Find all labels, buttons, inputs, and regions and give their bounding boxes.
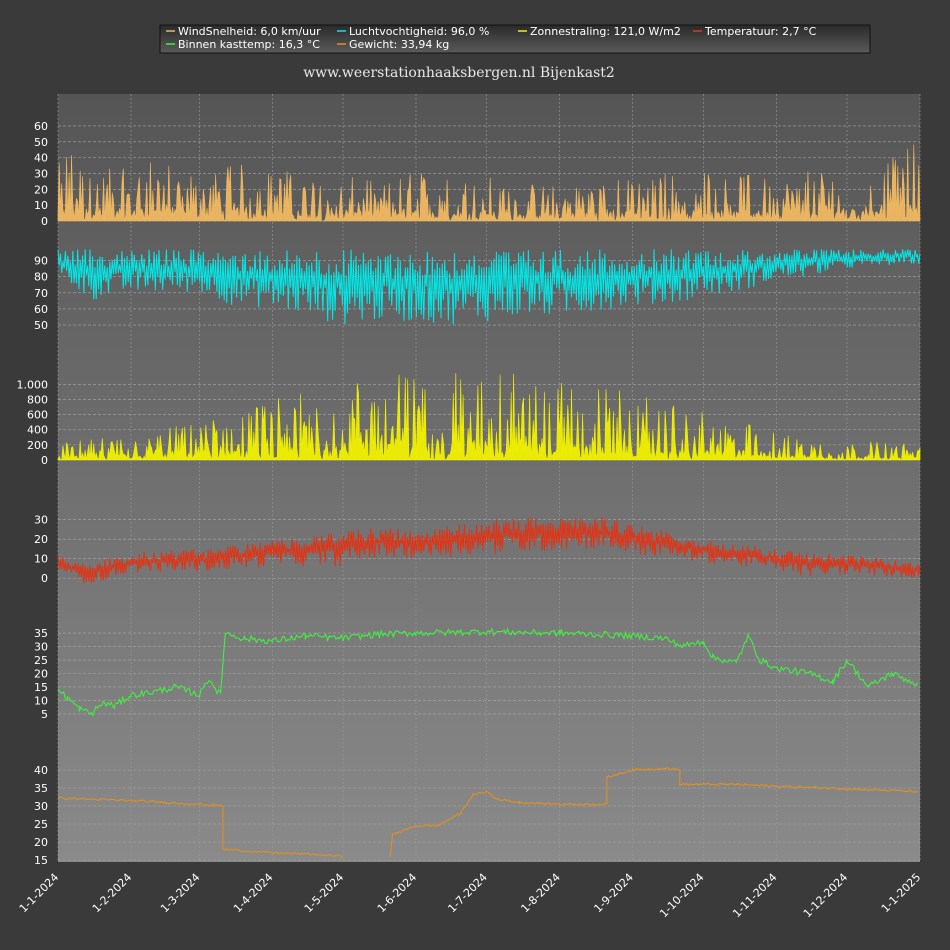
series-luchtvochtigheid — [57, 249, 921, 325]
y-tick-label: 20 — [34, 533, 48, 546]
y-tick-label: 70 — [34, 287, 48, 300]
x-tick-label: 1-7-2024 — [445, 871, 490, 916]
x-tick-label: 1-1-2024 — [17, 871, 62, 916]
series-gewicht — [57, 767, 918, 858]
legend: WindSnelheid: 6,0 km/uur Luchtvochtigheid… — [166, 25, 817, 51]
y-tick-label: 30 — [34, 641, 48, 654]
series-temperatuur — [57, 517, 921, 584]
y-tick-label: 0 — [41, 454, 48, 467]
y-tick-label: 35 — [34, 782, 48, 795]
x-tick-label: 1-9-2024 — [591, 871, 636, 916]
x-tick-label: 1-10-2024 — [657, 871, 706, 920]
y-tick-label: 30 — [34, 800, 48, 813]
y-tick-label: 30 — [34, 514, 48, 527]
y-tick-label: 5 — [41, 708, 48, 721]
y-tick-label: 0 — [41, 572, 48, 585]
series-windsnelheid — [57, 144, 921, 222]
y-tick-label: 35 — [34, 627, 48, 640]
y-ticks: 0102030405060506070809002004006008001.00… — [17, 120, 49, 867]
y-tick-label: 800 — [27, 393, 48, 406]
y-tick-label: 30 — [34, 167, 48, 180]
y-tick-label: 200 — [27, 439, 48, 452]
x-ticks: 1-1-2024 1-2-2024 1-3-2024 1-4-2024 1-5-2024… — [17, 871, 924, 920]
y-tick-label: 60 — [34, 303, 48, 316]
y-tick-label: 80 — [34, 271, 48, 284]
legend-label: Zonnestraling: 121,0 W/m2 — [530, 25, 681, 38]
y-tick-label: 25 — [34, 654, 48, 667]
x-tick-label: 1-3-2024 — [158, 871, 203, 916]
y-tick-label: 400 — [27, 424, 48, 437]
series-zonnestraling — [57, 372, 921, 461]
x-tick-label: 1-5-2024 — [302, 871, 347, 916]
y-tick-label: 10 — [34, 553, 48, 566]
y-tick-label: 20 — [34, 183, 48, 196]
chart-title: www.weerstationhaaksbergen.nl Bijenkast2 — [303, 65, 615, 81]
x-tick-label: 1-1-2025 — [879, 871, 924, 916]
y-tick-label: 20 — [34, 668, 48, 681]
legend-label: Binnen kasttemp: 16,3 °C — [178, 38, 320, 51]
legend-label: WindSnelheid: 6,0 km/uur — [178, 25, 321, 38]
y-tick-label: 50 — [34, 136, 48, 149]
y-tick-label: 40 — [34, 152, 48, 165]
y-tick-label: 40 — [34, 764, 48, 777]
x-tick-label: 1-8-2024 — [518, 871, 563, 916]
x-tick-label: 1-2-2024 — [90, 871, 135, 916]
x-tick-label: 1-12-2024 — [801, 871, 850, 920]
x-tick-label: 1-6-2024 — [375, 871, 420, 916]
y-tick-label: 1.000 — [17, 378, 49, 391]
y-tick-label: 0 — [41, 215, 48, 228]
grid — [57, 94, 921, 862]
y-tick-label: 90 — [34, 255, 48, 268]
legend-box — [159, 24, 871, 54]
legend-label: Luchtvochtigheid: 96,0 % — [349, 25, 489, 38]
y-tick-label: 15 — [34, 854, 48, 867]
y-tick-label: 50 — [34, 319, 48, 332]
series-binnen-kasttemp — [57, 627, 919, 717]
x-tick-label: 1-11-2024 — [730, 871, 779, 920]
x-tick-label: 1-4-2024 — [231, 871, 276, 916]
series-layer — [57, 144, 921, 858]
legend-label: Gewicht: 33,94 kg — [349, 38, 449, 51]
y-tick-label: 10 — [34, 199, 48, 212]
legend-label: Temperatuur: 2,7 °C — [704, 25, 817, 38]
y-tick-label: 25 — [34, 818, 48, 831]
y-tick-label: 60 — [34, 120, 48, 133]
y-tick-label: 20 — [34, 836, 48, 849]
y-tick-label: 600 — [27, 409, 48, 422]
y-tick-label: 15 — [34, 681, 48, 694]
y-tick-label: 10 — [34, 694, 48, 707]
